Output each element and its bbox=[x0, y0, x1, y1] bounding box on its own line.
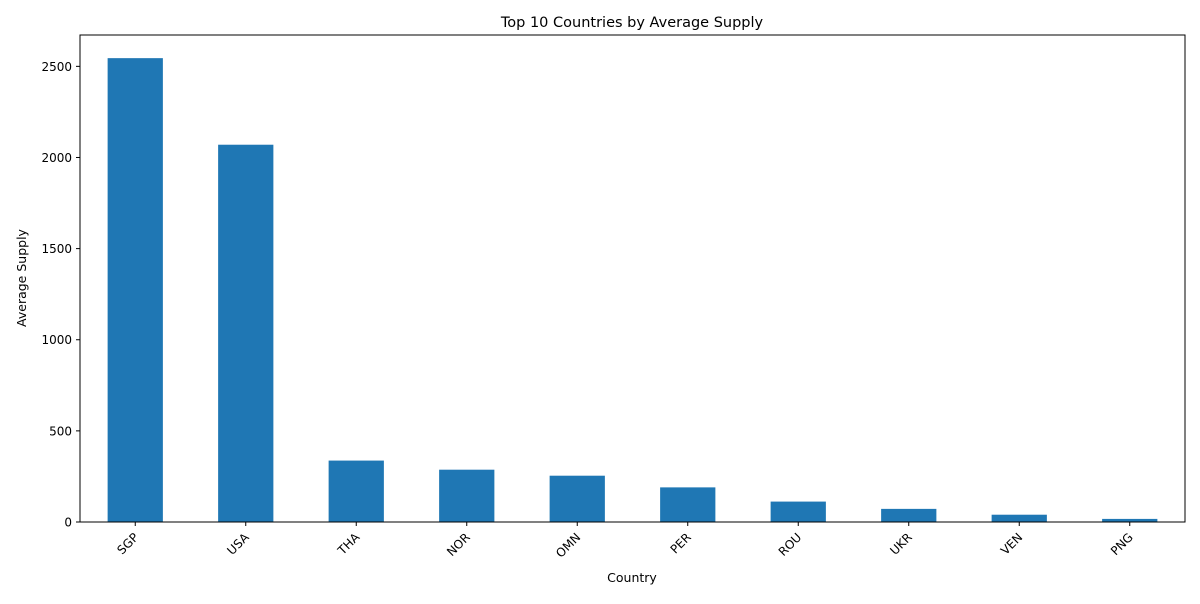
y-tick-label: 1500 bbox=[41, 242, 72, 256]
bar-nor bbox=[439, 469, 495, 522]
bar-rou bbox=[770, 501, 826, 522]
bar-ukr bbox=[881, 508, 937, 522]
x-tick-label: THA bbox=[334, 530, 363, 559]
bar-sgp bbox=[107, 58, 163, 522]
chart-title: Top 10 Countries by Average Supply bbox=[500, 15, 764, 31]
y-tick-label: 1000 bbox=[41, 333, 72, 347]
x-tick-label: ROU bbox=[776, 530, 805, 559]
bar-tha bbox=[328, 460, 384, 522]
x-tick-label: OMN bbox=[553, 530, 583, 560]
y-tick-label: 0 bbox=[64, 516, 72, 530]
x-tick-label: UKR bbox=[887, 530, 915, 558]
y-tick-label: 2000 bbox=[41, 151, 72, 165]
x-axis-label: Country bbox=[607, 570, 657, 585]
bar-per bbox=[660, 487, 716, 522]
x-tick-label: NOR bbox=[444, 530, 473, 559]
bars-group bbox=[107, 58, 1158, 522]
bar-omn bbox=[549, 475, 605, 522]
plot-frame bbox=[79, 34, 1186, 523]
y-axis: 0 500 1000 1500 2000 2500 bbox=[41, 60, 80, 530]
y-axis-label: Average Supply bbox=[14, 228, 29, 327]
bar-ven bbox=[991, 514, 1047, 522]
x-tick-label: PNG bbox=[1108, 530, 1136, 558]
x-tick-label: SGP bbox=[114, 530, 141, 557]
x-tick-label: USA bbox=[224, 530, 252, 558]
y-tick-label: 2500 bbox=[41, 60, 72, 74]
bar-usa bbox=[218, 144, 274, 522]
bar-png bbox=[1102, 518, 1158, 522]
y-tick-label: 500 bbox=[49, 424, 72, 438]
x-tick-label: VEN bbox=[998, 530, 1025, 557]
x-tick-label: PER bbox=[668, 530, 694, 556]
x-axis: SGP USA THA NOR OMN PER ROU UKR VEN PNG bbox=[114, 522, 1136, 560]
